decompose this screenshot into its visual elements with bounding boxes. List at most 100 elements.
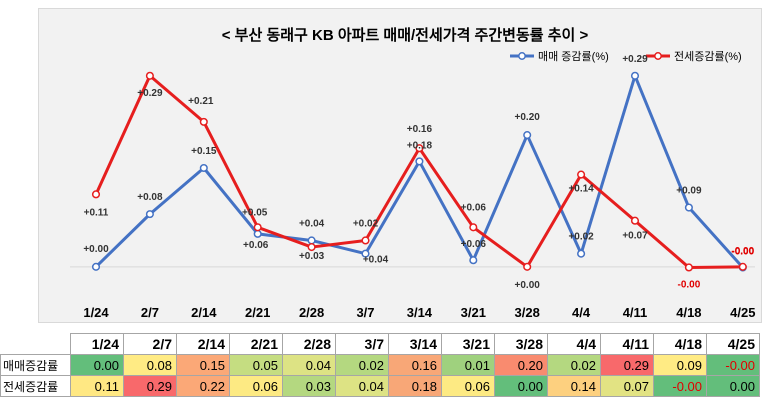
data-point <box>469 223 478 232</box>
x-tick-label: 2/7 <box>141 305 159 320</box>
table-column-header: 1/24 <box>70 333 124 355</box>
data-label: +0.03 <box>299 251 325 262</box>
data-label: +0.04 <box>299 218 325 229</box>
data-point <box>415 144 424 153</box>
table-cell: 0.04 <box>282 354 336 376</box>
data-label: +0.00 <box>83 244 109 255</box>
table-header-row: 1/24 2/7 2/14 2/21 2/28 3/7 3/14 3/21 3/28 4/4 4/1… <box>0 333 760 355</box>
data-point <box>199 163 208 173</box>
table-corner <box>0 333 71 355</box>
line-chart: < 부산 동래구 KB 아파트 매매/전세가격 주간변동률 추이 > 1/24 2/… <box>70 26 755 320</box>
data-point <box>738 262 747 271</box>
data-point <box>577 170 586 179</box>
data-point <box>253 229 262 238</box>
table-cell: -0.00 <box>706 354 760 376</box>
legend-marker <box>654 52 662 60</box>
data-label: +0.02 <box>353 218 379 229</box>
x-tick-label: 3/21 <box>461 305 486 320</box>
table-cell: 0.00 <box>70 354 124 376</box>
table-cell: 0.06 <box>441 375 495 397</box>
data-label: +0.09 <box>676 186 702 197</box>
data-point <box>415 157 424 166</box>
table-row: 전세증감률 0.11 0.29 0.22 0.06 0.03 0.04 0.18 0.06 0.0… <box>0 375 760 397</box>
table-cell: 0.02 <box>547 354 601 376</box>
x-tick-label: 2/21 <box>245 305 270 320</box>
x-tick-label: 3/28 <box>515 305 540 320</box>
table-cell: 0.29 <box>600 354 654 376</box>
table-column-header: 3/14 <box>388 333 442 355</box>
x-tick-label: 4/18 <box>676 305 701 320</box>
x-tick-label: 2/28 <box>299 305 324 320</box>
x-tick-label: 3/14 <box>407 305 433 320</box>
data-label: +0.05 <box>242 207 268 218</box>
data-table: 1/24 2/7 2/14 2/21 2/28 3/7 3/14 3/21 3/28 4/4 4/1… <box>0 333 760 397</box>
x-tick-label: 2/14 <box>191 305 217 320</box>
data-point <box>91 190 101 199</box>
data-label: -0.00 <box>678 279 701 290</box>
data-point <box>145 210 154 219</box>
data-label: -0.00 <box>731 246 754 257</box>
data-label: +0.15 <box>191 146 217 157</box>
table-cell: 0.01 <box>441 354 495 376</box>
table-cell: 0.05 <box>229 354 283 376</box>
table-cell: 0.20 <box>494 354 548 376</box>
table-cell: 0.06 <box>229 375 283 397</box>
data-point <box>577 249 586 258</box>
data-point <box>199 117 208 126</box>
data-point <box>253 223 262 232</box>
table-cell: 0.00 <box>706 375 760 397</box>
table-column-header: 4/25 <box>706 333 760 355</box>
data-point <box>630 216 640 225</box>
data-label: +0.29 <box>137 88 163 99</box>
data-label: +0.29 <box>622 54 648 65</box>
x-tick-label: 4/25 <box>730 305 755 320</box>
data-label: +0.08 <box>137 192 163 203</box>
chart-title: < 부산 동래구 KB 아파트 매매/전세가격 주간변동률 추이 > <box>222 26 589 44</box>
legend-label: 매매 증감률(%) <box>538 50 609 63</box>
data-label: +0.18 <box>407 140 433 151</box>
table-cell: 0.04 <box>335 375 389 397</box>
table-cell: 0.08 <box>123 354 177 376</box>
table-cell: 0.03 <box>282 375 336 397</box>
chart-panel <box>38 8 762 323</box>
table-cell: 0.02 <box>335 354 389 376</box>
x-tick-label: 4/11 <box>623 305 648 320</box>
table-cell: 0.14 <box>547 375 601 397</box>
table-column-header: 2/7 <box>123 333 177 355</box>
table-cell: 0.09 <box>653 354 707 376</box>
x-tick-label: 1/24 <box>83 305 109 320</box>
data-point <box>469 256 478 265</box>
data-point <box>307 243 316 252</box>
x-tick-label: 3/7 <box>356 305 374 320</box>
data-point <box>91 262 101 271</box>
data-point <box>684 263 693 272</box>
table-cell: 0.18 <box>388 375 442 397</box>
data-label: +0.02 <box>568 232 594 243</box>
data-point <box>361 236 370 245</box>
table-column-header: 2/21 <box>229 333 283 355</box>
table-row-label: 전세증감률 <box>0 375 71 397</box>
table-cell: -0.00 <box>653 375 707 397</box>
table-cell: 0.11 <box>70 375 124 397</box>
data-point <box>307 236 316 245</box>
table-row-label: 매매증감률 <box>0 354 71 376</box>
data-point <box>630 71 640 80</box>
legend-label: 전세증감률(%) <box>674 50 742 63</box>
table-column-header: 3/21 <box>441 333 495 355</box>
data-point <box>523 131 532 140</box>
x-tick-label: 4/4 <box>572 305 591 320</box>
data-point <box>361 249 370 258</box>
legend-marker <box>518 52 526 60</box>
data-point <box>684 203 693 212</box>
table-column-header: 2/14 <box>176 333 230 355</box>
data-label: +0.16 <box>407 124 433 135</box>
data-label: -0.00 <box>731 246 754 257</box>
data-label: +0.06 <box>461 202 487 213</box>
table-column-header: 4/11 <box>600 333 654 355</box>
table-cell: 0.07 <box>600 375 654 397</box>
table-column-header: 3/28 <box>494 333 548 355</box>
data-label: +0.14 <box>568 184 594 195</box>
table-cell: 0.16 <box>388 354 442 376</box>
table-row: 매매증감률 0.00 0.08 0.15 0.05 0.04 0.02 0.16 0.01 0.2… <box>0 354 760 376</box>
data-label: +0.00 <box>515 280 541 291</box>
